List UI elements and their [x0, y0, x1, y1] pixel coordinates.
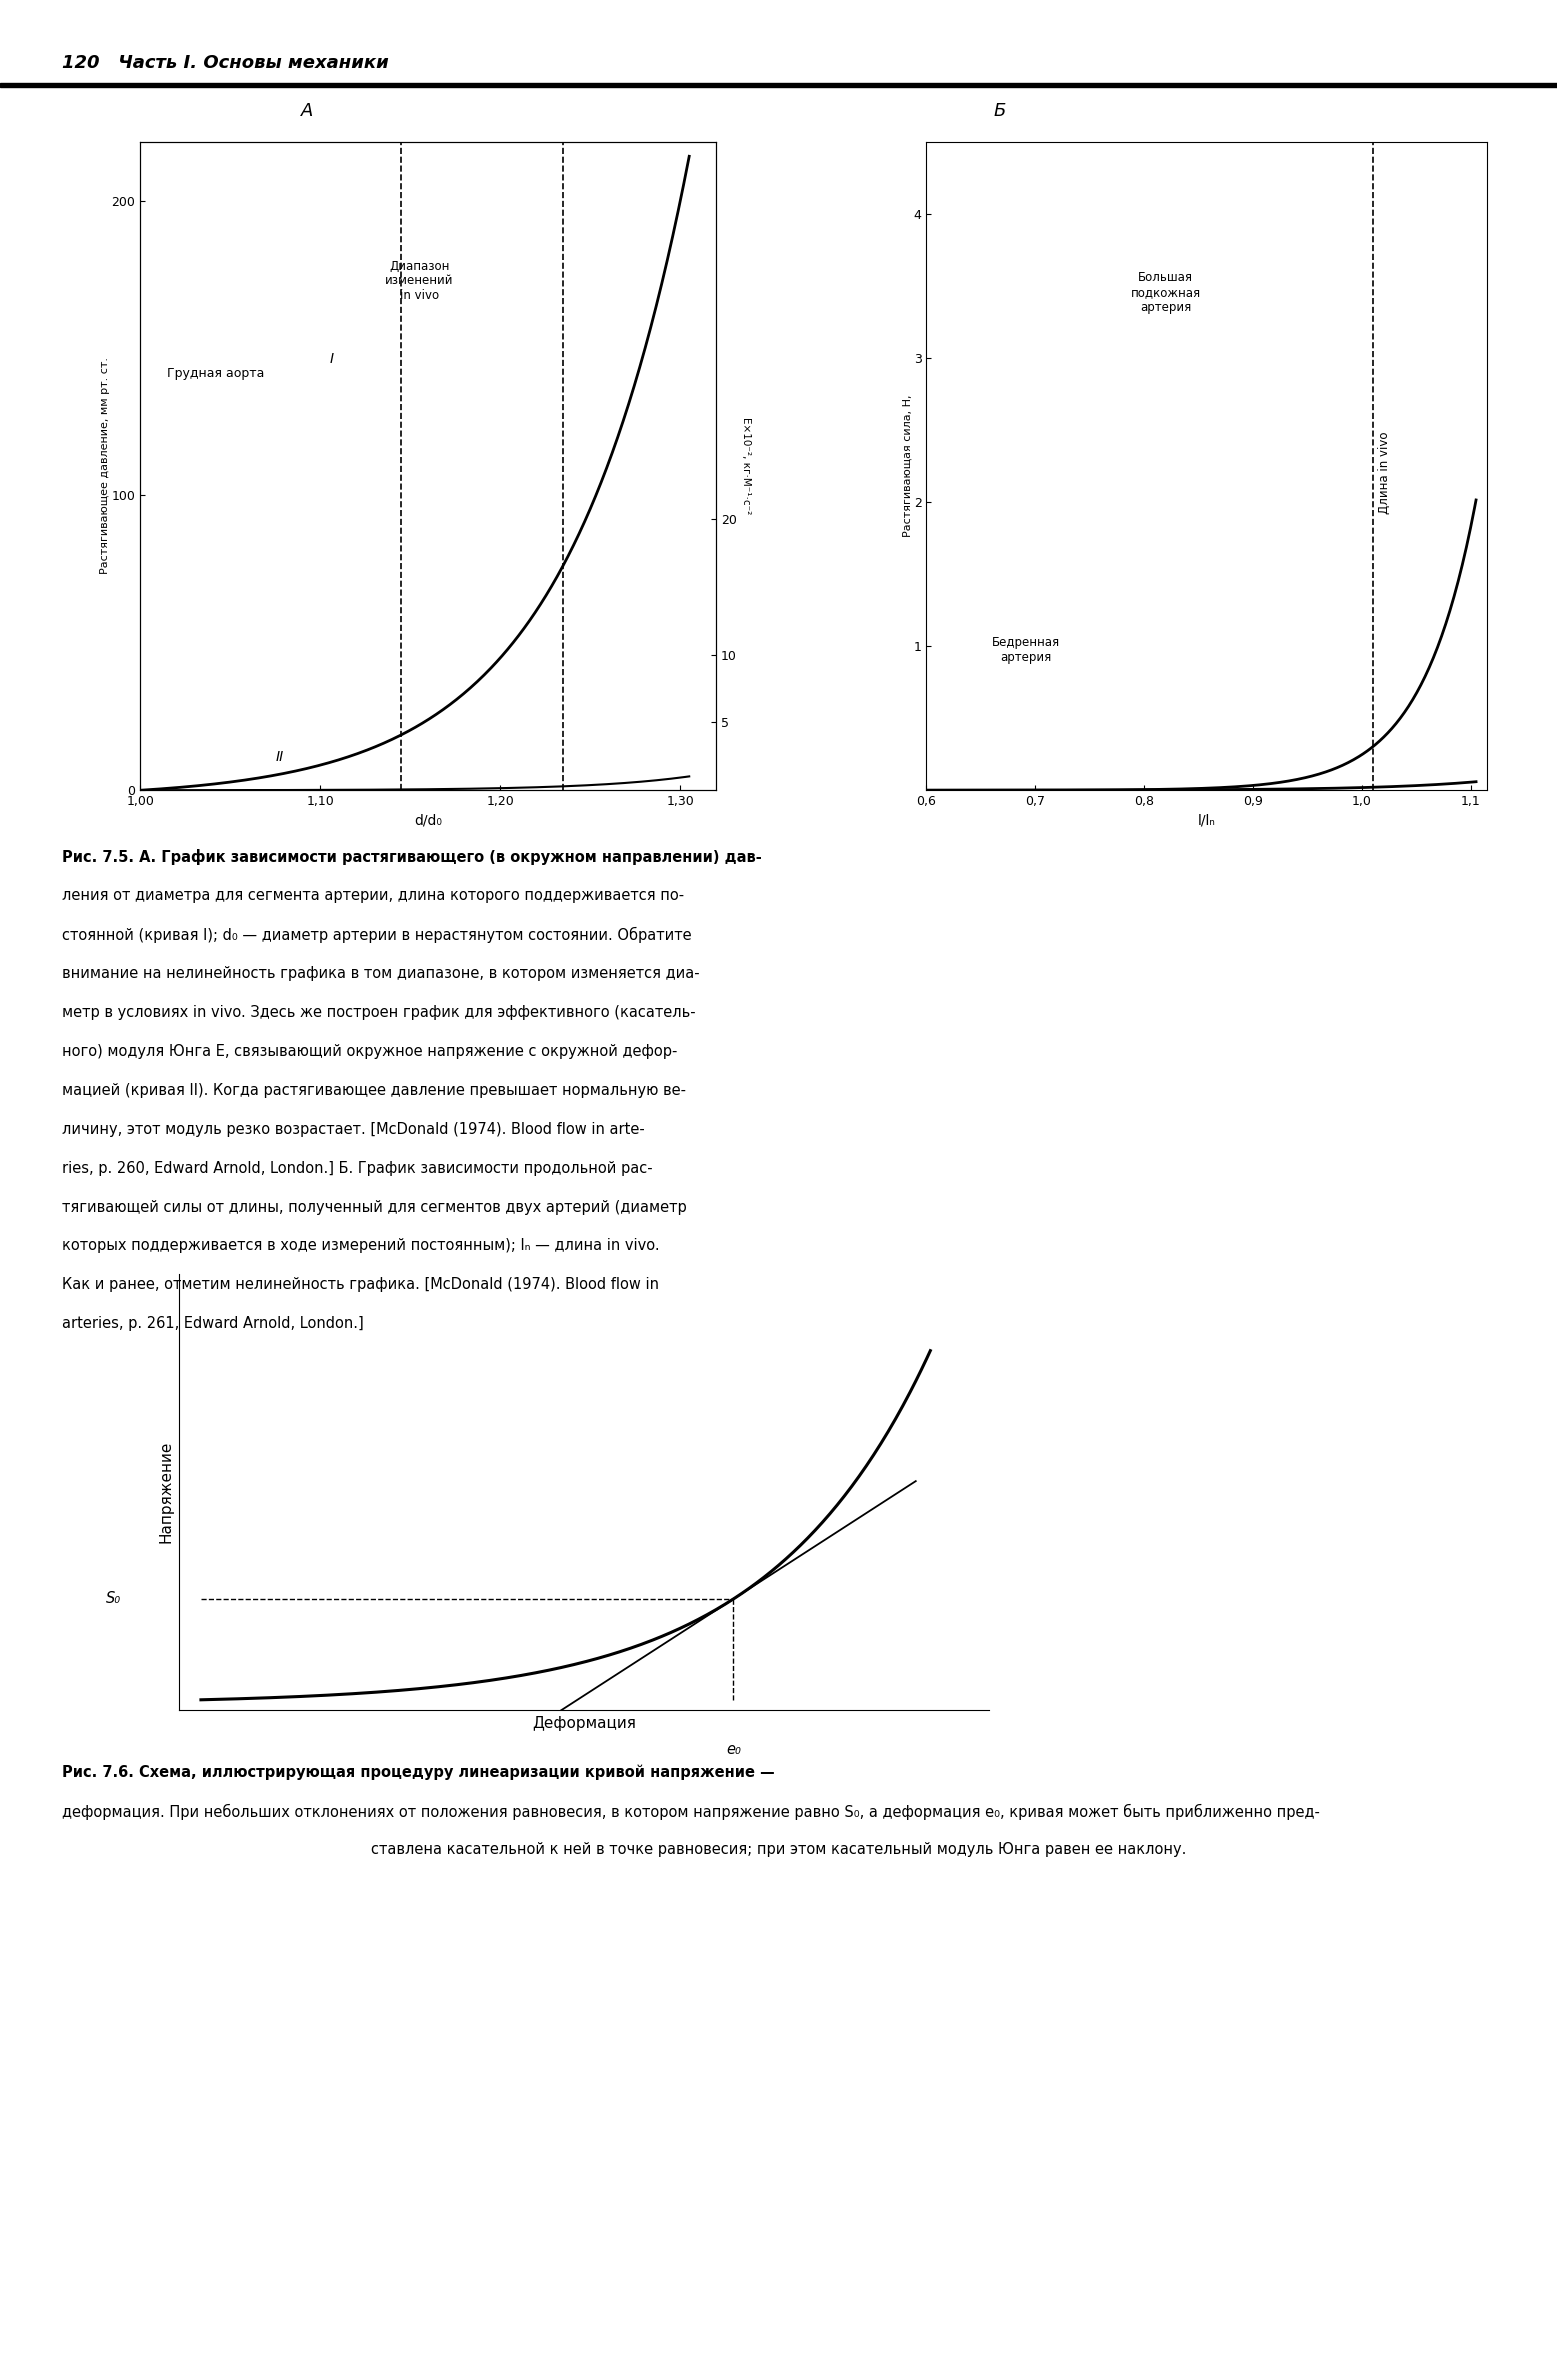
Text: arteries, p. 261, Edward Arnold, London.]: arteries, p. 261, Edward Arnold, London.…	[62, 1316, 364, 1330]
Y-axis label: Растягивающая сила, Н,: Растягивающая сила, Н,	[903, 394, 912, 538]
Text: Рис. 7.6. Схема, иллюстрирующая процедуру линеаризации кривой напряжение —: Рис. 7.6. Схема, иллюстрирующая процедур…	[62, 1765, 775, 1781]
X-axis label: Деформация: Деформация	[532, 1715, 635, 1732]
Text: мацией (кривая II). Когда растягивающее давление превышает нормальную ве-: мацией (кривая II). Когда растягивающее …	[62, 1083, 687, 1097]
Y-axis label: Напряжение: Напряжение	[159, 1441, 173, 1543]
Text: личину, этот модуль резко возрастает. [McDonald (1974). Blood flow in arte-: личину, этот модуль резко возрастает. [M…	[62, 1123, 645, 1137]
Y-axis label: Растягивающее давление, мм рт. ст.: Растягивающее давление, мм рт. ст.	[100, 359, 111, 573]
Text: S₀: S₀	[106, 1592, 121, 1606]
Text: ного) модуля Юнга E, связывающий окружное напряжение с окружной дефор-: ного) модуля Юнга E, связывающий окружно…	[62, 1043, 677, 1059]
Text: которых поддерживается в ходе измерений постоянным); lₙ — длина in vivo.: которых поддерживается в ходе измерений …	[62, 1238, 660, 1253]
Text: 120   Часть I. Основы механики: 120 Часть I. Основы механики	[62, 54, 389, 73]
Text: Бедренная
артерия: Бедренная артерия	[992, 635, 1060, 663]
Text: Как и ранее, отметим нелинейность графика. [McDonald (1974). Blood flow in: Как и ранее, отметим нелинейность график…	[62, 1279, 659, 1293]
Text: Рис. 7.5. А. График зависимости растягивающего (в окружном направлении) дав-: Рис. 7.5. А. График зависимости растягив…	[62, 849, 761, 866]
X-axis label: d/d₀: d/d₀	[414, 814, 442, 828]
Text: Грудная аорта: Грудная аорта	[167, 368, 265, 380]
Text: Диапазон
изменений
in vivo: Диапазон изменений in vivo	[385, 259, 453, 302]
Text: Длина in vivo: Длина in vivo	[1378, 432, 1390, 514]
Text: Большая
подкожная
артерия: Большая подкожная артерия	[1130, 271, 1200, 314]
Text: внимание на нелинейность графика в том диапазоне, в котором изменяется диа-: внимание на нелинейность графика в том д…	[62, 967, 701, 981]
Text: метр в условиях in vivo. Здесь же построен график для эффективного (касатель-: метр в условиях in vivo. Здесь же постро…	[62, 1005, 696, 1019]
Text: деформация. При небольших отклонениях от положения равновесия, в котором напряже: деформация. При небольших отклонениях от…	[62, 1802, 1320, 1819]
X-axis label: l/lₙ: l/lₙ	[1197, 814, 1216, 828]
Text: A: A	[302, 101, 315, 120]
Text: ставлена касательной к ней в точке равновесия; при этом касательный модуль Юнга : ставлена касательной к ней в точке равно…	[371, 1842, 1186, 1857]
Y-axis label: E×10⁻², кг·М⁻¹·с⁻²: E×10⁻², кг·М⁻¹·с⁻²	[741, 418, 750, 514]
Text: стоянной (кривая I); d₀ — диаметр артерии в нерастянутом состоянии. Обратите: стоянной (кривая I); d₀ — диаметр артери…	[62, 927, 691, 944]
Text: I: I	[329, 351, 333, 366]
Text: тягивающей силы от длины, полученный для сегментов двух артерий (диаметр: тягивающей силы от длины, полученный для…	[62, 1198, 687, 1215]
Text: ления от диаметра для сегмента артерии, длина которого поддерживается по-: ления от диаметра для сегмента артерии, …	[62, 887, 685, 903]
Text: ries, p. 260, Edward Arnold, London.] Б. График зависимости продольной рас-: ries, p. 260, Edward Arnold, London.] Б.…	[62, 1161, 652, 1175]
Text: II: II	[276, 750, 283, 764]
Text: Б: Б	[993, 101, 1006, 120]
Text: e₀: e₀	[726, 1741, 741, 1757]
